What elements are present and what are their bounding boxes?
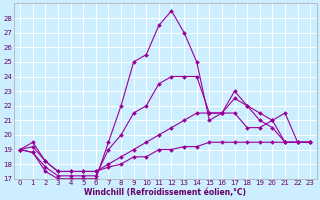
X-axis label: Windchill (Refroidissement éolien,°C): Windchill (Refroidissement éolien,°C) bbox=[84, 188, 246, 197]
